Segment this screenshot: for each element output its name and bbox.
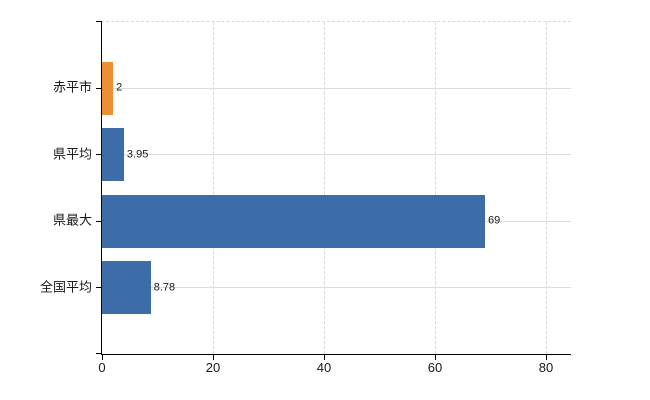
x-axis-tick [102,355,103,360]
vertical-gridline [213,22,214,354]
category-label-県平均: 県平均 [52,146,92,162]
x-tick-label: 40 [316,360,332,375]
x-axis-tick [213,355,214,360]
category-label-赤平市: 赤平市 [52,79,92,95]
y-axis-tick [96,154,102,156]
x-axis-tick [324,355,325,360]
horizontal-gridline [102,87,571,89]
horizontal-gridline [102,154,571,156]
bar-value-label: 69 [487,214,501,227]
x-tick-label: 60 [427,360,443,375]
bar-全国平均 [102,261,151,315]
bar-県平均 [102,128,124,182]
category-label-全国平均: 全国平均 [39,279,92,295]
y-axis-tick [96,220,102,222]
bar-県最大 [102,194,485,248]
y-axis-end-tick [96,21,102,22]
vertical-gridline [435,22,437,354]
bar-value-label: 2 [116,81,123,94]
x-tick-label: 0 [98,360,106,375]
x-axis-tick [546,355,548,360]
y-axis-tick [96,87,102,89]
y-axis-end-tick [96,353,102,354]
vertical-gridline [324,22,325,354]
x-axis-tick [435,355,437,360]
horizontal-gridline [102,287,571,289]
y-axis-tick [96,287,102,289]
x-tick-label: 20 [205,360,221,375]
bar-value-label: 8.78 [153,281,176,294]
plot-area: 2 3.95 69 8.78 [96,21,571,360]
category-label-県最大: 県最大 [52,212,92,228]
x-tick-label: 80 [538,360,554,375]
bar-赤平市 [102,61,114,115]
bar-value-label: 3.95 [126,148,149,161]
vertical-gridline [546,22,548,354]
